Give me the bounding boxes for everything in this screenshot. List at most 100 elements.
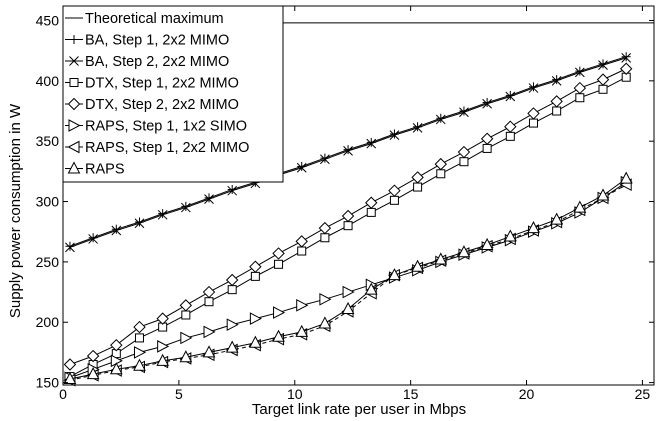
- data-point-6-22: [573, 200, 587, 213]
- legend-marker-5: [68, 119, 81, 132]
- data-point-2-7: [227, 285, 237, 295]
- data-point-4-9: [273, 306, 286, 319]
- legend-marker-4: [67, 97, 81, 111]
- x-tick-label: 20: [519, 386, 535, 402]
- legend-marker-1: [69, 35, 79, 44]
- data-point-1-15: [412, 123, 423, 133]
- data-point-6-4: [156, 353, 169, 366]
- data-point-4-11: [319, 292, 332, 306]
- data-point-3-17: [457, 145, 471, 159]
- x-axis-ticks: 0 5 10 15 20 25: [59, 6, 650, 402]
- x-axis-label: Target link rate per user in Mbps: [252, 401, 466, 418]
- data-point-1-6: [204, 194, 214, 204]
- data-point-1-12: [343, 145, 353, 156]
- data-point-2-15: [413, 182, 423, 192]
- data-point-6-2: [109, 362, 123, 375]
- data-point-1-19: [505, 91, 516, 102]
- data-point-1-23: [598, 60, 608, 70]
- series-curves: [63, 52, 633, 387]
- legend-marker-7: [67, 161, 81, 174]
- y-tick-label: 400: [36, 73, 60, 89]
- legend-marker-2: [69, 56, 79, 66]
- y-tick-label: 150: [36, 375, 60, 391]
- y-tick-label: 300: [36, 194, 60, 210]
- data-point-2-6: [204, 297, 214, 307]
- data-point-4-6: [203, 325, 216, 339]
- data-point-6-20: [527, 221, 540, 234]
- data-point-6-5: [179, 350, 193, 363]
- data-point-3-3: [133, 320, 146, 334]
- data-point-2-3: [134, 333, 144, 343]
- data-point-3-22: [573, 81, 587, 95]
- data-point-3-4: [156, 312, 169, 325]
- data-point-1-13: [366, 138, 377, 149]
- legend-label-7: RAPS: [85, 162, 125, 178]
- data-point-2-12: [343, 221, 353, 231]
- data-point-3-12: [341, 209, 355, 223]
- legend-label-4: DTX, Step 2, 2x2 MIMO: [85, 97, 239, 113]
- data-point-3-6: [202, 285, 216, 299]
- x-tick-label: 0: [59, 386, 67, 402]
- data-point-3-19: [504, 120, 517, 133]
- legend-label-2: BA, Step 2, 2x2 MIMO: [85, 54, 229, 70]
- data-point-6-15: [411, 259, 424, 272]
- data-point-2-17: [459, 157, 469, 167]
- data-point-3-20: [527, 107, 540, 120]
- legend-label-6: RAPS, Step 1, 2x2 MIMO: [85, 140, 249, 156]
- data-point-2-10: [297, 246, 307, 256]
- y-tick-label: 450: [36, 12, 60, 28]
- x-tick-label: 25: [635, 386, 651, 402]
- legend-marker-3: [69, 78, 79, 87]
- data-point-4-4: [157, 340, 170, 353]
- data-point-2-20: [528, 118, 538, 128]
- data-point-3-10: [295, 235, 308, 248]
- data-point-4-7: [226, 318, 239, 331]
- data-point-3-24: [619, 62, 633, 75]
- data-point-2-22: [575, 93, 585, 103]
- legend-label-1: BA, Step 1, 2x2 MIMO: [85, 33, 229, 49]
- x-tick-label: 10: [287, 386, 303, 402]
- data-point-2-23: [598, 84, 608, 94]
- data-point-3-8: [249, 260, 262, 273]
- data-point-3-23: [596, 73, 610, 86]
- data-point-3-14: [388, 184, 401, 197]
- data-point-1-7: [227, 185, 238, 196]
- data-point-3-0: [63, 358, 77, 371]
- y-tick-label: 350: [36, 133, 60, 149]
- data-point-6-14: [388, 268, 401, 281]
- plot-frame: [62, 5, 655, 386]
- data-point-2-5: [181, 310, 191, 320]
- data-point-6-1: [86, 367, 100, 380]
- data-point-6-7: [225, 340, 239, 353]
- data-point-1-21: [551, 75, 562, 86]
- data-point-4-5: [180, 331, 193, 345]
- data-point-6-0: [63, 371, 77, 384]
- data-point-1-20: [528, 83, 539, 93]
- legend: Theoretical maximum BA, Step 1, 2x2 MIMO B…: [62, 5, 284, 183]
- data-point-3-7: [225, 273, 239, 287]
- legend-box: [62, 5, 284, 183]
- legend-label-0: Theoretical maximum: [85, 11, 224, 27]
- legend-label-3: DTX, Step 1, 2x2 MIMO: [85, 76, 239, 92]
- data-point-2-9: [274, 259, 284, 269]
- data-point-1-24: [621, 53, 632, 63]
- data-point-1-14: [389, 130, 400, 141]
- data-point-3-21: [550, 95, 563, 108]
- data-point-3-11: [318, 221, 332, 235]
- legend-marker-6: [67, 140, 80, 154]
- data-point-6-16: [434, 252, 448, 265]
- data-point-1-22: [574, 67, 585, 78]
- data-point-6-8: [249, 335, 262, 348]
- data-point-3-13: [365, 196, 378, 209]
- data-point-2-21: [552, 106, 562, 116]
- data-point-4-3: [133, 346, 147, 359]
- data-point-3-15: [411, 171, 424, 184]
- data-point-3-9: [272, 247, 285, 260]
- y-axis-label: Supply power consumption in W: [7, 103, 24, 318]
- data-point-3-18: [480, 132, 494, 145]
- data-point-6-10: [295, 324, 309, 337]
- data-point-2-11: [320, 233, 330, 243]
- data-point-2-8: [250, 271, 260, 281]
- data-point-1-0: [65, 242, 75, 253]
